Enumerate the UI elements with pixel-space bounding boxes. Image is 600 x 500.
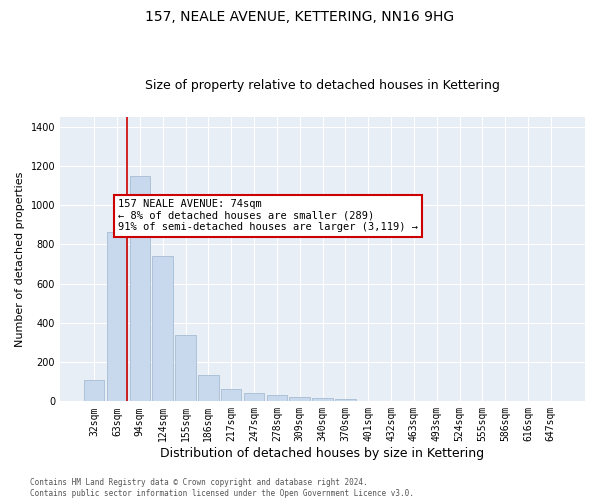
- Bar: [289, 398, 310, 402]
- Bar: [312, 398, 333, 402]
- X-axis label: Distribution of detached houses by size in Kettering: Distribution of detached houses by size …: [160, 447, 485, 460]
- Bar: [266, 396, 287, 402]
- Bar: [152, 256, 173, 402]
- Title: Size of property relative to detached houses in Kettering: Size of property relative to detached ho…: [145, 79, 500, 92]
- Bar: [175, 334, 196, 402]
- Bar: [244, 394, 264, 402]
- Text: 157 NEALE AVENUE: 74sqm
← 8% of detached houses are smaller (289)
91% of semi-de: 157 NEALE AVENUE: 74sqm ← 8% of detached…: [118, 200, 418, 232]
- Text: 157, NEALE AVENUE, KETTERING, NN16 9HG: 157, NEALE AVENUE, KETTERING, NN16 9HG: [145, 10, 455, 24]
- Y-axis label: Number of detached properties: Number of detached properties: [15, 172, 25, 346]
- Bar: [107, 232, 127, 402]
- Bar: [335, 400, 356, 402]
- Bar: [84, 380, 104, 402]
- Bar: [130, 176, 150, 402]
- Bar: [221, 388, 241, 402]
- Bar: [198, 375, 218, 402]
- Text: Contains HM Land Registry data © Crown copyright and database right 2024.
Contai: Contains HM Land Registry data © Crown c…: [30, 478, 414, 498]
